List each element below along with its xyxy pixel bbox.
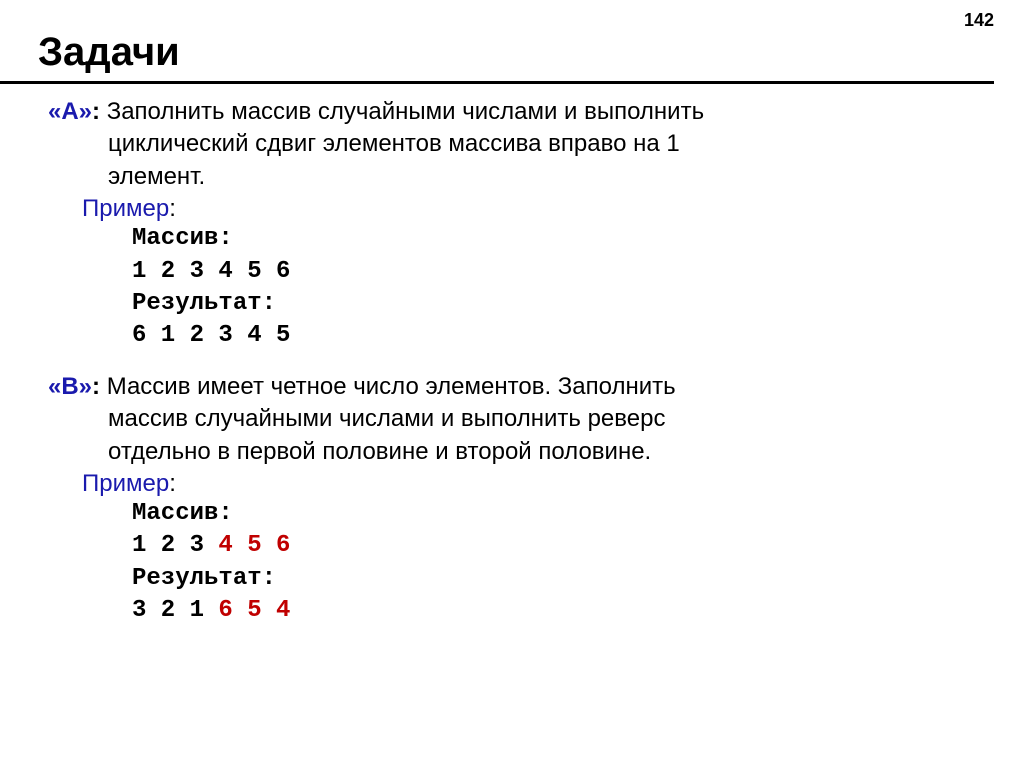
task-a-mono3: Результат: bbox=[0, 288, 994, 320]
task-b-line1: Массив имеет четное число элементов. Зап… bbox=[100, 373, 676, 400]
task-b-example-label: Пример: bbox=[0, 470, 994, 498]
task-b-line2: массив случайными числами и выполнить ре… bbox=[0, 403, 994, 435]
task-b-mono2: 1 2 3 4 5 6 bbox=[0, 530, 994, 562]
task-a: «А»: Заполнить массив случайными числами… bbox=[0, 96, 994, 353]
task-a-example-label: Пример: bbox=[0, 195, 994, 223]
page-number: 142 bbox=[964, 10, 994, 31]
task-a-mono1: Массив: bbox=[0, 223, 994, 255]
task-b-text: «В»: Массив имеет четное число элементов… bbox=[0, 371, 994, 403]
task-b-mono1: Массив: bbox=[0, 498, 994, 530]
task-b-mono4: 3 2 1 6 5 4 bbox=[0, 595, 994, 627]
task-a-mono4: 6 1 2 3 4 5 bbox=[0, 320, 994, 352]
task-b-line3: отдельно в первой половине и второй поло… bbox=[0, 436, 994, 468]
task-a-line1: Заполнить массив случайными числами и вы… bbox=[100, 98, 704, 125]
task-b: «В»: Массив имеет четное число элементов… bbox=[0, 371, 994, 628]
task-b-mono3: Результат: bbox=[0, 563, 994, 595]
task-a-mono2: 1 2 3 4 5 6 bbox=[0, 256, 994, 288]
task-b-label: «В»: bbox=[48, 373, 100, 400]
content-area: «А»: Заполнить массив случайными числами… bbox=[0, 96, 1024, 627]
page-title: Задачи bbox=[0, 0, 994, 84]
task-a-line2: циклический сдвиг элементов массива впра… bbox=[0, 128, 994, 160]
task-a-text: «А»: Заполнить массив случайными числами… bbox=[0, 96, 994, 128]
task-a-line3: элемент. bbox=[0, 161, 994, 193]
task-a-label: «А»: bbox=[48, 98, 100, 125]
